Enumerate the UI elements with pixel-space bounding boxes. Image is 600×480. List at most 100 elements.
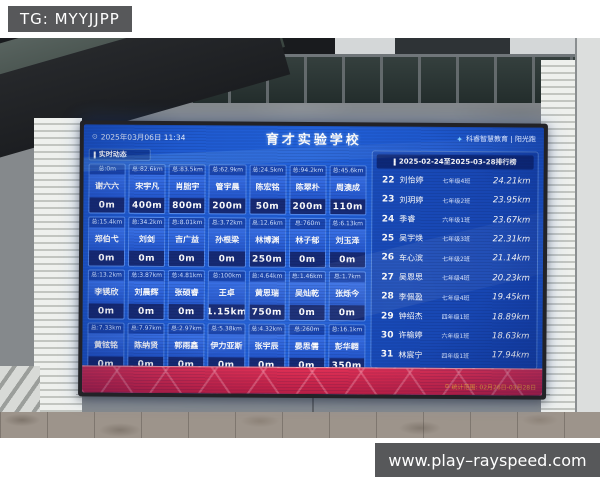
runner-name: 周澳成 <box>330 176 366 200</box>
runner-total-distance: 总:82.6km <box>129 164 165 175</box>
rank: 26 <box>381 252 395 263</box>
runner-card: 总:8.01km 吉广益 0m <box>168 216 206 268</box>
leaderboard-row: 23 刘玥婷 七年级2班 23.95km <box>376 190 533 211</box>
leaderboard-title: 2025-02-24至2025-03-28排行榜 <box>398 157 517 167</box>
runner-name: 林子郁 <box>289 228 326 253</box>
runner-card: 总:3.72km 孙根梁 0m <box>208 217 246 268</box>
runner-total-distance: 总:7.33km <box>88 323 124 334</box>
building-scene: ⊙ 2025年03月06日 11:34 育才实验学校 ✦ 科睿智慧教育 | 阳光… <box>0 38 600 438</box>
class-label: 七年级2班 <box>442 197 471 205</box>
rank: 25 <box>381 233 395 244</box>
runner-name: 吴灿乾 <box>289 281 325 306</box>
distance-value: 23.95km <box>492 195 531 206</box>
realtime-badge: 实时动态 <box>88 148 151 161</box>
dashboard-header: ⊙ 2025年03月06日 11:34 育才实验学校 ✦ 科睿智慧教育 | 阳光… <box>84 124 544 151</box>
rank: 27 <box>381 272 394 283</box>
student-name: 许榆婷 <box>398 331 423 341</box>
runner-name: 张宇辰 <box>248 334 285 358</box>
led-screen: ⊙ 2025年03月06日 11:34 育才实验学校 ✦ 科睿智慧教育 | 阳光… <box>78 120 548 400</box>
runner-card: 总:82.6km 宋宇凡 400m <box>128 163 166 214</box>
runner-total-distance: 总:12.6km <box>249 218 285 229</box>
runner-card: 总:4.64km 黄思瑞 750m <box>248 270 286 321</box>
runner-total-distance: 总:3.87km <box>128 270 165 281</box>
rank: 31 <box>380 349 394 360</box>
runner-current-distance: 0m <box>289 251 325 268</box>
runner-name: 陈纳贤 <box>128 333 164 357</box>
section-bar-icon <box>93 150 96 158</box>
runner-card: 总:12.6km 林博渊 250m <box>248 217 286 268</box>
runner-current-distance: 0m <box>289 304 325 321</box>
runner-name: 彭华翱 <box>329 335 365 359</box>
runner-name: 黄思瑞 <box>249 281 285 305</box>
realtime-label: 实时动态 <box>98 150 127 159</box>
rank: 29 <box>381 311 394 322</box>
runner-card: 总:1.46km 吴灿乾 0m <box>288 270 326 322</box>
runner-current-distance: 50m <box>249 198 286 214</box>
student-name: 车心滨 <box>398 253 424 263</box>
student-name: 刘怡婷 <box>399 175 424 185</box>
leaderboard-row: 25 吴宇焕 七年级3班 22.31km <box>376 229 533 250</box>
runner-current-distance: 0m <box>209 251 245 267</box>
distance-value: 23.67km <box>492 214 531 226</box>
student-name: 吴恩思 <box>398 272 423 283</box>
leaderboard-row: 30 许榆婷 六年级1班 18.63km <box>375 326 532 347</box>
runner-card: 总:45.6km 周澳成 110m <box>329 165 367 216</box>
runner-card: 总:6.13km 刘玉泽 0m <box>328 218 367 269</box>
class-label: 七年级4班 <box>441 294 470 302</box>
runner-name: 宋宇凡 <box>129 174 165 198</box>
runner-name: 林博渊 <box>249 228 285 252</box>
leaderboard-panel: 2025-02-24至2025-03-28排行榜 22 刘怡婷 七年级4班 24… <box>370 150 539 370</box>
runner-name: 郭雨鑫 <box>168 333 204 358</box>
runner-total-distance: 总:4.32km <box>249 324 285 335</box>
runner-card: 总:34.2km 刘剑 0m <box>128 216 166 267</box>
runner-name: 晏思儒 <box>289 334 325 359</box>
runner-total-distance: 总:6.13km <box>330 219 366 230</box>
distance-value: 21.14km <box>492 253 531 264</box>
runner-name: 张烁今 <box>329 282 365 306</box>
upper-floor-window <box>395 38 510 56</box>
runner-current-distance: 110m <box>330 199 366 215</box>
brand-text: 科睿智慧教育 | 阳光跑 <box>466 135 536 144</box>
runner-current-distance: 0m <box>89 197 125 213</box>
rank: 24 <box>381 213 395 225</box>
class-label: 六年级1班 <box>442 216 471 225</box>
leaderboard-row: 24 季睿 六年级1班 23.67km <box>376 209 533 230</box>
runner-total-distance: 总:5.38km <box>208 324 245 335</box>
runner-card: 总:3.87km 刘晨辉 0m <box>127 269 166 320</box>
class-label: 七年级4班 <box>441 275 470 283</box>
rank: 23 <box>381 194 395 205</box>
rank: 30 <box>380 330 394 341</box>
runner-current-distance: 0m <box>88 303 124 319</box>
runner-card: 总:0m 谢六六 0m <box>88 163 126 214</box>
stats-range-note: ⊙ 统计范围: 02月26日-03月28日 <box>444 382 536 392</box>
runner-name: 张硕睿 <box>168 280 205 305</box>
runner-total-distance: 总:260m <box>289 324 325 336</box>
runner-name: 刘晨辉 <box>128 280 165 304</box>
runner-name: 王卓 <box>209 281 245 305</box>
runner-total-distance: 总:94.2km <box>290 165 326 177</box>
bottom-red-band: ⊙ 统计范围: 02月26日-03月28日 <box>82 365 543 396</box>
leaderboard-rows: 22 刘怡婷 七年级4班 24.21km 23 刘玥婷 七年级2班 <box>375 170 533 365</box>
runner-total-distance: 总:4.64km <box>249 271 285 282</box>
right-wall-corner <box>575 38 600 438</box>
runner-card: 总:62.9km 管宇晨 200m <box>208 164 247 215</box>
class-label: 四年级1班 <box>441 352 470 360</box>
runner-total-distance: 总:15.4km <box>89 217 125 228</box>
class-label: 六年级1班 <box>441 333 470 341</box>
leaderboard-row: 27 吴恩思 七年级4班 20.23km <box>376 267 533 288</box>
runner-name: 李锳欣 <box>88 280 124 304</box>
runner-total-distance: 总:8.01km <box>169 217 205 229</box>
leaderboard-row: 28 李佩盈 七年级4班 19.45km <box>376 287 533 308</box>
class-label: 七年级4班 <box>442 178 471 186</box>
runner-total-distance: 总:45.6km <box>330 166 366 177</box>
telegram-watermark: TG: MYYJJPP <box>8 6 132 32</box>
runner-current-distance: 0m <box>169 250 205 267</box>
leaderboard-row: 22 刘怡婷 七年级4班 24.21km <box>376 170 533 191</box>
runner-name: 管宇晨 <box>209 175 246 199</box>
distance-value: 24.21km <box>492 175 531 187</box>
runner-name: 陈翠朴 <box>290 175 326 200</box>
runner-current-distance: 0m <box>129 250 165 266</box>
runner-current-distance: 0m <box>329 252 366 268</box>
runner-name: 刘剑 <box>129 227 165 251</box>
